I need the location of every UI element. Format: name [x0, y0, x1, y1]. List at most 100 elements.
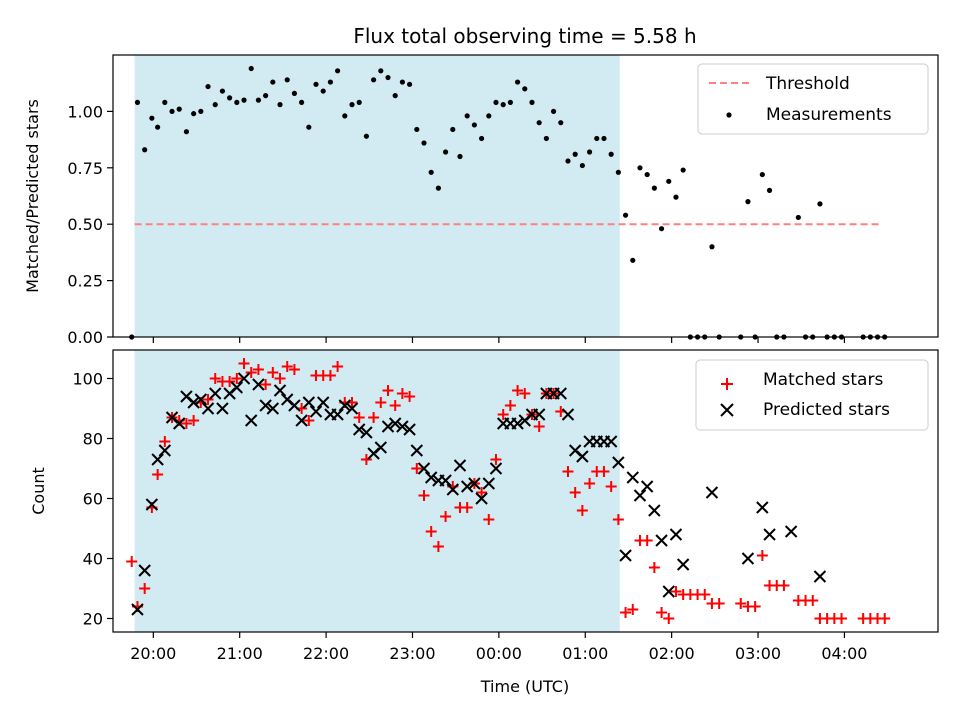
top-y-tick-label: 1.00	[67, 102, 103, 121]
predicted-star-point	[309, 405, 323, 418]
predicted-star-point	[705, 486, 719, 499]
matched-star-point	[209, 373, 221, 384]
measurement-point	[558, 120, 564, 126]
measurement-point	[219, 88, 226, 94]
predicted-star-point	[813, 570, 827, 583]
predicted-star-point	[302, 396, 316, 409]
matched-star-point	[656, 607, 668, 618]
predicted-star-point	[131, 603, 144, 616]
matched-star-point	[648, 562, 660, 573]
predicted-star-point	[424, 471, 438, 484]
predicted-star-point	[468, 477, 481, 490]
matched-star-point	[476, 487, 488, 498]
top-shaded-span	[134, 55, 620, 337]
measurement-point	[263, 93, 269, 99]
predicted-star-point	[237, 372, 251, 385]
measurement-point	[421, 140, 427, 146]
predicted-star-point	[554, 387, 567, 400]
measurement-point	[234, 99, 240, 105]
measurement-point	[406, 81, 413, 87]
measurement-point	[335, 68, 341, 74]
measurement-point	[709, 244, 715, 250]
predicted-star-point	[209, 387, 222, 400]
matched-star-point	[612, 514, 624, 525]
measurement-point	[673, 194, 679, 200]
predicted-star-point	[288, 399, 301, 412]
matched-star-point	[288, 364, 300, 375]
matched-star-point	[836, 613, 848, 624]
bottom-panel: 20 40 60 80 100 20:00 21:00 22:00 23:00 00:00 01:…	[29, 349, 939, 696]
matched-star-point	[519, 388, 531, 399]
measurement-point	[766, 187, 773, 193]
matched-star-point	[605, 481, 617, 492]
matched-star-point	[670, 586, 682, 597]
measurement-point	[493, 99, 499, 105]
measurement-point	[356, 99, 362, 105]
measurement-point	[227, 95, 233, 101]
predicted-star-point	[360, 426, 373, 439]
predicted-star-point	[245, 414, 258, 427]
bottom-y-tick-label: 40	[83, 550, 103, 569]
measurement-point	[255, 97, 262, 103]
matched-star-point	[231, 373, 243, 384]
measurement-point	[349, 102, 355, 108]
predicted-star-point	[626, 471, 639, 484]
x-tick-label: 23:00	[389, 644, 435, 663]
matched-star-point	[620, 607, 632, 618]
measurement-point	[392, 93, 398, 99]
matched-star-point	[324, 370, 336, 381]
predicted-star-point	[173, 417, 186, 430]
predicted-star-point	[352, 423, 366, 436]
measurement-point	[428, 169, 434, 175]
x-tick-label: 00:00	[476, 644, 522, 663]
predicted-star-point	[317, 396, 330, 409]
predicted-star-point	[532, 408, 546, 421]
predicted-star-point	[403, 423, 416, 436]
predicted-star-point	[331, 408, 344, 421]
predicted-star-point	[648, 504, 661, 517]
measurement-point	[248, 65, 254, 72]
measurement-point	[327, 79, 334, 85]
bottom-y-ticks: 20 40 60 80 100	[72, 370, 113, 629]
matched-star-point	[627, 604, 639, 615]
measurement-point	[212, 102, 218, 108]
measurement-point	[155, 124, 161, 130]
bottom-y-tick-label: 80	[83, 430, 103, 449]
predicted-star-point	[439, 474, 452, 487]
matched-star-point	[756, 550, 768, 561]
measurement-point	[176, 106, 182, 112]
top-y-tick-label: 0.75	[67, 159, 103, 178]
measurement-point	[817, 201, 823, 207]
x-tick-label: 02:00	[649, 644, 695, 663]
matched-star-point	[778, 580, 790, 591]
matched-star-point	[598, 466, 610, 477]
measurement-point	[399, 79, 405, 85]
predicted-star-point	[158, 444, 172, 457]
measurement-point	[270, 79, 276, 85]
measurement-point	[342, 113, 348, 119]
measurement-point	[198, 108, 204, 114]
matched-star-point	[267, 367, 279, 378]
bottom-x-ticks: 20:00 21:00 22:00 23:00 00:00 01:00 02:00 03:00…	[130, 632, 867, 663]
measurement-point	[435, 185, 441, 191]
matched-star-point	[396, 388, 408, 399]
measurement-point	[572, 151, 578, 157]
predicted-star-point	[145, 498, 159, 511]
measurement-point	[457, 153, 463, 160]
matched-star-point	[713, 598, 725, 609]
matched-star-point	[260, 379, 272, 390]
measurement-point	[191, 111, 197, 117]
measurement-point	[378, 68, 384, 74]
measurement-point	[284, 77, 290, 83]
predicted-star-point	[338, 399, 352, 412]
matched-star-point	[139, 583, 151, 594]
matched-star-point	[332, 361, 344, 372]
measurement-point	[299, 99, 305, 105]
matched-star-point	[126, 556, 138, 567]
matched-star-point	[389, 400, 401, 411]
matched-star-point	[699, 589, 711, 600]
matched-star-point	[425, 526, 437, 537]
predicted-star-point	[662, 585, 675, 598]
matched-star-point	[281, 361, 293, 372]
chart-title: Flux total observing time = 5.58 h	[353, 24, 696, 48]
